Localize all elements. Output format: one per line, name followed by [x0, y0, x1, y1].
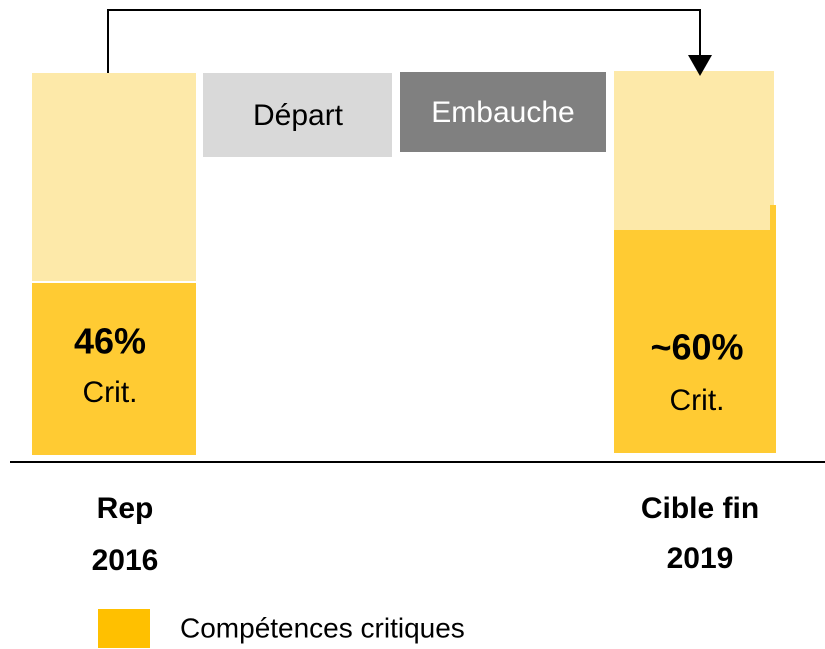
column-label: Rep — [97, 492, 154, 525]
value-label: 46% — [74, 321, 146, 362]
step-label: Départ — [253, 99, 344, 132]
step-box — [203, 73, 392, 157]
bar-critical — [614, 230, 776, 453]
legend-label: Compétences critiques — [180, 612, 465, 643]
value-label: ~60% — [650, 327, 743, 368]
step-box — [400, 72, 606, 152]
caption: Crit. — [670, 384, 725, 417]
bar-critical — [32, 283, 196, 455]
column-label: Cible fin — [641, 492, 759, 525]
bar-step — [770, 205, 776, 230]
connector — [107, 9, 701, 73]
bar-light — [614, 71, 774, 230]
step-label: Embauche — [431, 96, 574, 129]
arrow-head — [688, 55, 712, 76]
caption: Crit. — [83, 376, 138, 409]
legend-swatch — [98, 609, 150, 648]
column-label: 2016 — [92, 544, 159, 577]
column-label: 2019 — [667, 542, 734, 575]
bar-light — [32, 73, 196, 281]
